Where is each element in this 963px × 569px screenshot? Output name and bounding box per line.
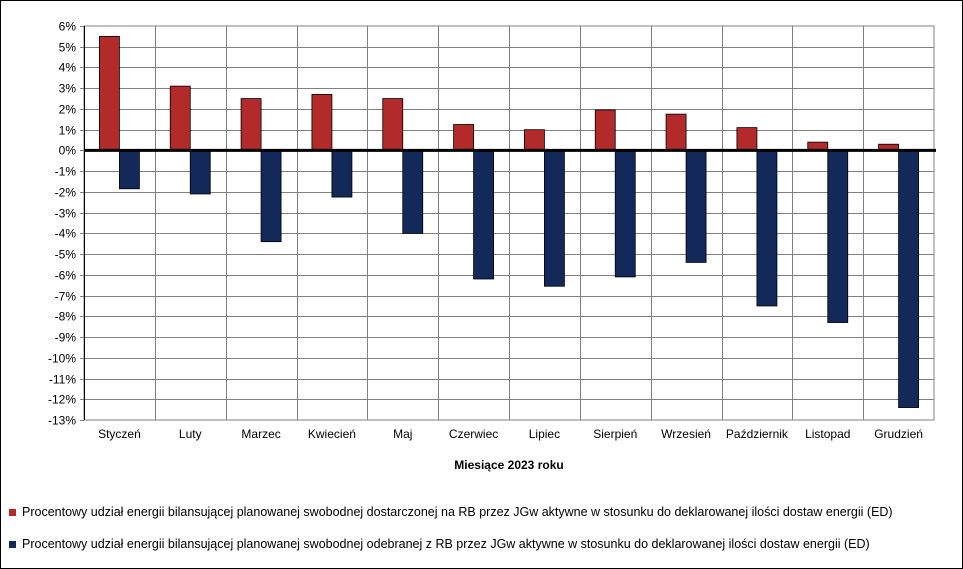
x-axis-title: Miesiące 2023 roku (454, 458, 563, 472)
legend-item-series-1: Procentowy udział energii bilansującej p… (9, 503, 954, 521)
x-tick-label: Styczeń (98, 427, 141, 441)
bar-received-8 (614, 150, 636, 278)
y-tick-label: -8% (55, 310, 77, 324)
bar-supplied-10 (736, 127, 758, 151)
bar-received-2 (189, 150, 211, 195)
x-tick-label: Marzec (241, 427, 280, 441)
bar-received-11 (827, 150, 849, 323)
x-tick-label: Kwiecień (308, 427, 356, 441)
bar-supplied-9 (665, 113, 687, 151)
x-tick-labels: Styczeń Luty Marzec Kwiecień Maj Czerwiec Lipi… (98, 427, 923, 441)
x-tick-label: Maj (393, 427, 412, 441)
x-tick-label: Lipiec (529, 427, 560, 441)
legend-label-series-1: Procentowy udział energii bilansującej p… (22, 505, 893, 519)
legend: Procentowy udział energii bilansującej p… (9, 503, 954, 553)
bar-supplied-8 (594, 109, 616, 151)
x-tick-label: Luty (179, 427, 202, 441)
x-tick-label: Sierpień (593, 427, 637, 441)
y-tick-label: 2% (59, 103, 77, 117)
x-tick-label: Listopad (805, 427, 850, 441)
bar-chart: 6% 5% 4% 3% 2% 1% 0% -1% -2% -3% -4% -5% -6% -7% -8% -9… (48, 20, 936, 472)
y-tick-label: -1% (55, 165, 77, 179)
bar-supplied-7 (524, 129, 545, 151)
y-tick-label: 0% (59, 144, 77, 158)
bar-supplied-2 (169, 85, 191, 151)
y-tick-label: -4% (55, 227, 77, 241)
y-tick-label: -3% (55, 207, 77, 221)
y-tick-label: -6% (55, 269, 77, 283)
bar-received-5 (402, 150, 424, 234)
bar-supplied-1 (99, 35, 120, 151)
bar-received-4 (331, 150, 353, 198)
bars (99, 35, 919, 408)
y-tick-label: 4% (59, 61, 77, 75)
bar-received-6 (473, 150, 494, 280)
y-tick-label: 3% (59, 82, 77, 96)
x-tick-label: Wrzesień (661, 427, 711, 441)
y-tick-label: -12% (48, 393, 76, 407)
bar-received-10 (756, 150, 778, 307)
bar-received-1 (119, 150, 140, 190)
bar-supplied-6 (453, 124, 474, 151)
bar-received-7 (544, 150, 565, 287)
legend-swatch-red (9, 508, 16, 516)
legend-item-series-2: Procentowy udział energii bilansującej p… (9, 535, 954, 553)
axes (80, 26, 936, 421)
grid-lines (83, 25, 935, 421)
y-tick-label: -7% (55, 290, 77, 304)
bar-supplied-3 (240, 98, 262, 151)
legend-swatch-navy (9, 540, 16, 548)
y-tick-label: -11% (49, 373, 76, 387)
y-tick-label: -9% (55, 331, 77, 345)
bar-supplied-4 (311, 94, 333, 151)
bar-received-9 (685, 150, 707, 263)
y-tick-labels: 6% 5% 4% 3% 2% 1% 0% -1% -2% -3% -4% -5% -6% -7% -8% -9… (48, 20, 76, 428)
x-tick-label: Czerwiec (449, 427, 498, 441)
y-tick-label: 5% (59, 41, 77, 55)
y-tick-label: -10% (48, 352, 76, 366)
y-tick-label: -13% (48, 414, 76, 428)
bar-received-12 (898, 150, 919, 408)
x-tick-label: Październik (726, 427, 789, 441)
legend-label-series-2: Procentowy udział energii bilansującej p… (22, 537, 870, 551)
y-tick-label: -5% (55, 248, 77, 262)
bar-supplied-5 (382, 98, 404, 151)
y-tick-label: -2% (55, 186, 77, 200)
y-tick-label: 1% (59, 124, 77, 138)
x-tick-label: Grudzień (874, 427, 923, 441)
y-tick-label: 6% (59, 20, 77, 34)
bar-received-3 (260, 150, 282, 243)
